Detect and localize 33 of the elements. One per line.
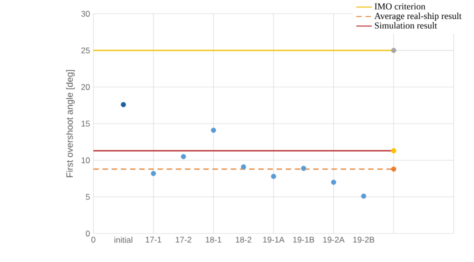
x-tick-label: 19-2A [323, 236, 345, 243]
x-tick-label: 18-2 [236, 236, 252, 243]
x-tick-label: 17-2 [176, 236, 192, 243]
y-tick-label: 30 [81, 10, 90, 17]
point [391, 166, 396, 172]
x-tick-label: 19-1A [263, 236, 285, 243]
x-tick-label: 17-1 [146, 236, 162, 242]
y-tick-label: 15 [82, 120, 90, 127]
point [331, 180, 336, 185]
y-tick-label: 10 [82, 157, 90, 164]
y-axis-title: First overshoot angle [deg] [66, 70, 75, 178]
legend-label: Simulation result [374, 22, 438, 29]
point [240, 164, 246, 170]
point [150, 170, 156, 176]
legend-label: IMO criterion [374, 3, 426, 10]
x-tick-label: 0 [91, 236, 96, 243]
x-tick-label: 19-2B [353, 236, 374, 243]
point [210, 128, 216, 133]
x-tick-label: 19-1B [293, 236, 314, 243]
point [120, 102, 126, 108]
legend-label: Average real-ship result [374, 12, 462, 21]
y-tick-label: 25 [81, 47, 90, 54]
point [391, 148, 396, 154]
point [361, 194, 366, 199]
x-tick-label: 18-1 [206, 236, 222, 243]
point [301, 166, 306, 171]
y-tick-label: 0 [86, 230, 90, 236]
point [391, 48, 396, 53]
x-tick-label: initial [114, 236, 132, 243]
point [270, 174, 276, 179]
point [180, 154, 186, 160]
y-tick-label: 5 [86, 194, 90, 200]
y-tick-label: 20 [81, 84, 90, 90]
